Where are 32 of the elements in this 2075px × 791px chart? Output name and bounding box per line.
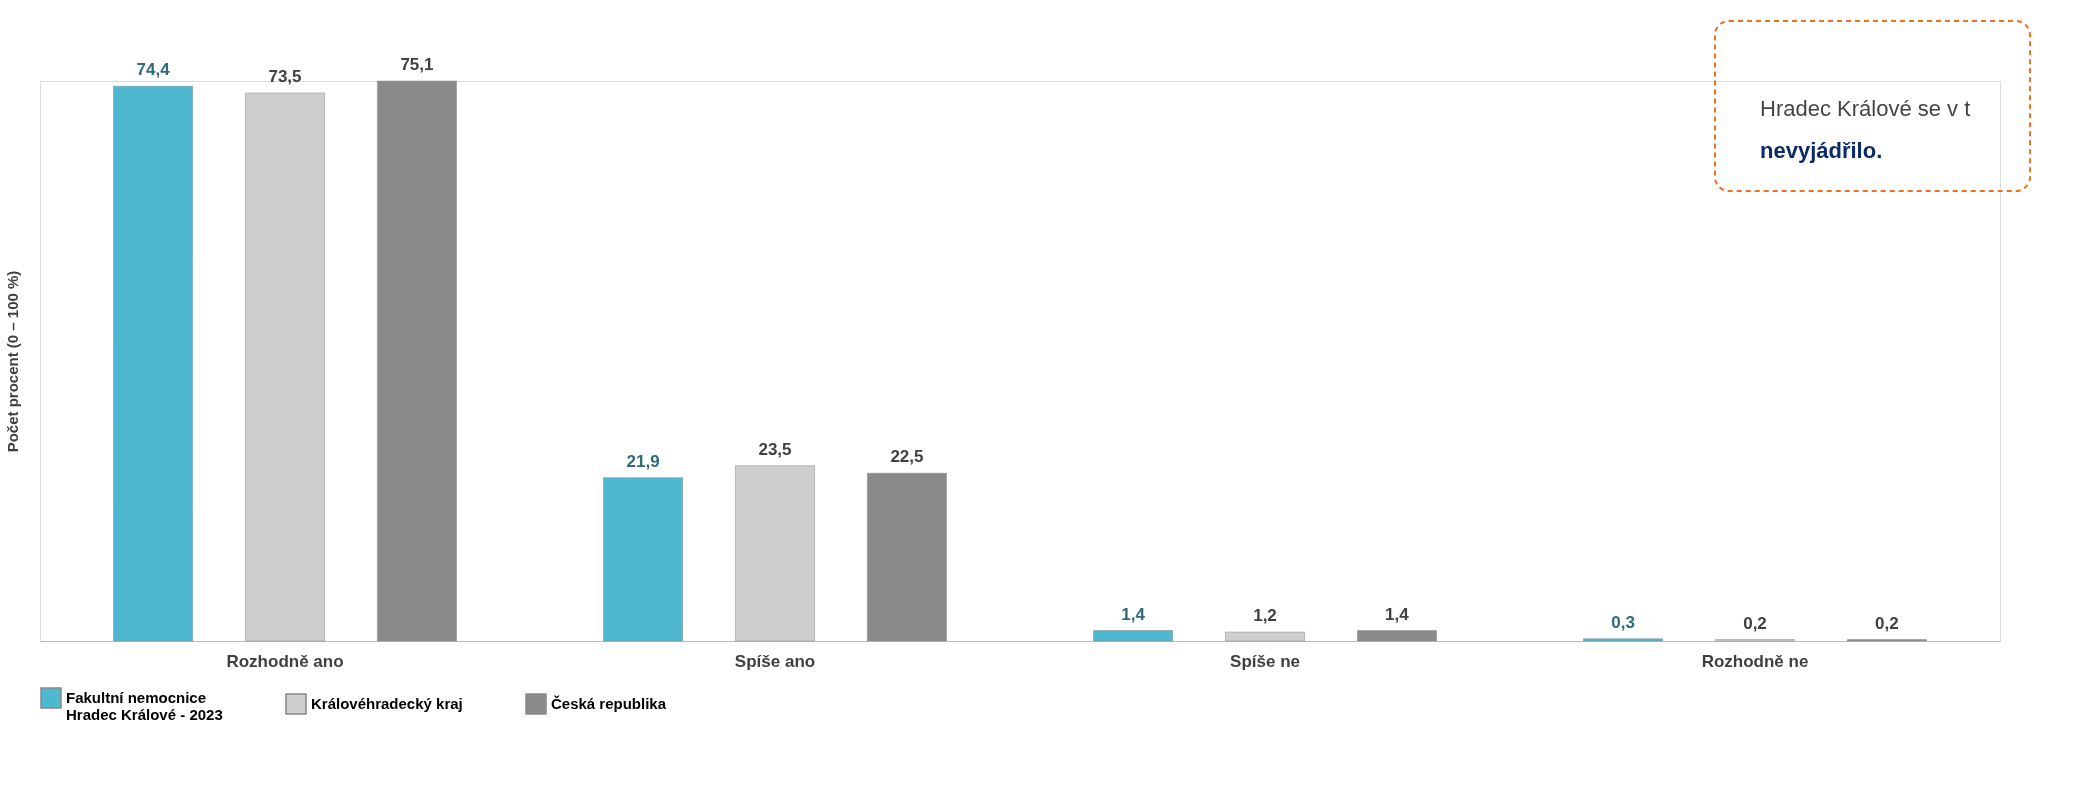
bar	[1093, 630, 1173, 642]
x-tick-label: Rozhodně ne	[1701, 651, 1809, 671]
bar	[113, 85, 193, 642]
data-label: 0,2	[1875, 613, 1899, 633]
legend-label: Královéhradecký kraj	[311, 695, 463, 712]
bar	[1225, 631, 1305, 642]
bar	[1583, 638, 1663, 642]
data-label: 73,5	[268, 66, 302, 86]
data-label: 1,2	[1253, 606, 1277, 626]
bar	[1357, 630, 1437, 642]
x-tick-label: Spíše ano	[734, 651, 816, 671]
bar	[867, 472, 947, 642]
x-tick-label: Spíše ne	[1230, 651, 1300, 671]
data-label: 0,3	[1611, 612, 1635, 632]
legend-label: Fakultní nemocnice Hradec Králové - 2023	[66, 689, 223, 723]
data-label: 21,9	[626, 451, 660, 471]
data-label: 23,5	[758, 439, 792, 459]
bar	[603, 477, 683, 642]
x-tick-label: Rozhodně ano	[226, 651, 344, 671]
bar	[377, 80, 457, 642]
data-label: 74,4	[136, 60, 171, 80]
bar	[735, 465, 815, 642]
annotation: nevyjádřilo.	[1760, 138, 1883, 163]
bar	[245, 92, 325, 642]
legend-label: Česká republika	[551, 695, 667, 712]
annotation: Hradec Králové se v t	[1760, 96, 1971, 121]
data-label: 22,5	[890, 447, 924, 467]
data-label: 1,4	[1121, 604, 1146, 624]
data-label: 75,1	[400, 55, 434, 74]
y-axis-title: Počet procent (0 – 100 %)	[3, 270, 21, 453]
data-label: 0,2	[1743, 613, 1767, 633]
data-label: 1,4	[1385, 604, 1410, 624]
